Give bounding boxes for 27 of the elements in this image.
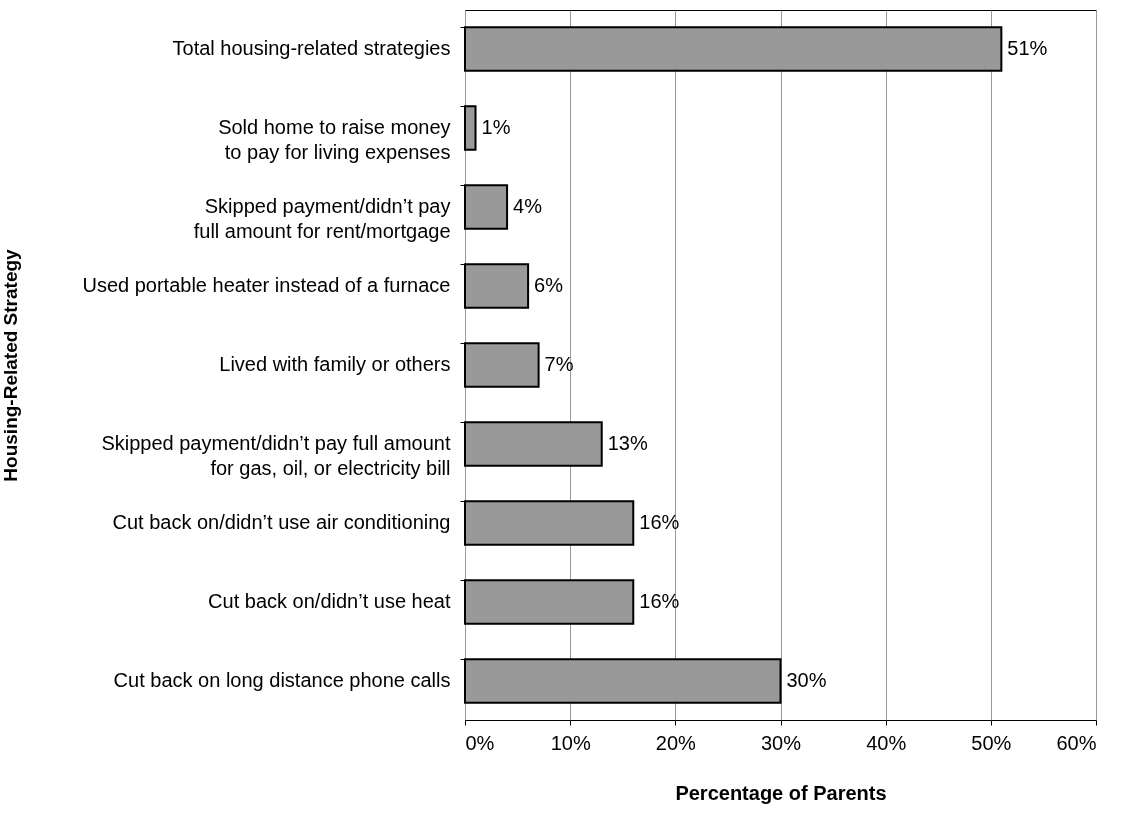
y-tick-label: Cut back on/didn’t use heat [208, 589, 451, 612]
data-label: 16% [639, 589, 680, 612]
x-tick-label: 30% [760, 731, 802, 754]
data-label: 6% [534, 274, 564, 297]
data-label: 51% [1007, 37, 1048, 60]
y-tick-label: Total housing-related strategies [172, 37, 451, 60]
y-tick-label: Used portable heater instead of a furnace [82, 274, 451, 297]
y-tick-label: Skipped payment/didn’t pay full amount for gas, oil, or electricity bill [101, 431, 451, 479]
y-tick-label: Cut back on/didn’t use air conditioning [112, 510, 451, 533]
data-label: 30% [786, 668, 827, 691]
data-label: 16% [639, 510, 680, 533]
x-tick-label: 60% [1056, 731, 1097, 754]
y-tick-label: Sold home to raise money to pay for living expenses [218, 116, 451, 164]
data-label: 1% [481, 116, 511, 139]
data-label: 13% [607, 431, 648, 454]
x-tick-label: 10% [550, 731, 591, 754]
y-tick-label: Cut back on long distance phone calls [113, 668, 451, 691]
x-axis-title: Percentage of Parents [675, 781, 887, 804]
y-axis-title: Housing-Related Strategy [0, 248, 21, 482]
y-tick-label: Skipped payment/didn’t pay full amount for rent/mortgage [193, 195, 451, 243]
y-tick-label: Lived with family or others [219, 353, 451, 375]
data-label: 4% [513, 195, 543, 218]
data-label: 7% [544, 353, 574, 375]
x-tick-label: 0% [465, 731, 495, 754]
x-tick-label: 40% [866, 731, 907, 754]
x-tick-label: 50% [971, 731, 1012, 754]
x-tick-label: 20% [655, 731, 697, 754]
